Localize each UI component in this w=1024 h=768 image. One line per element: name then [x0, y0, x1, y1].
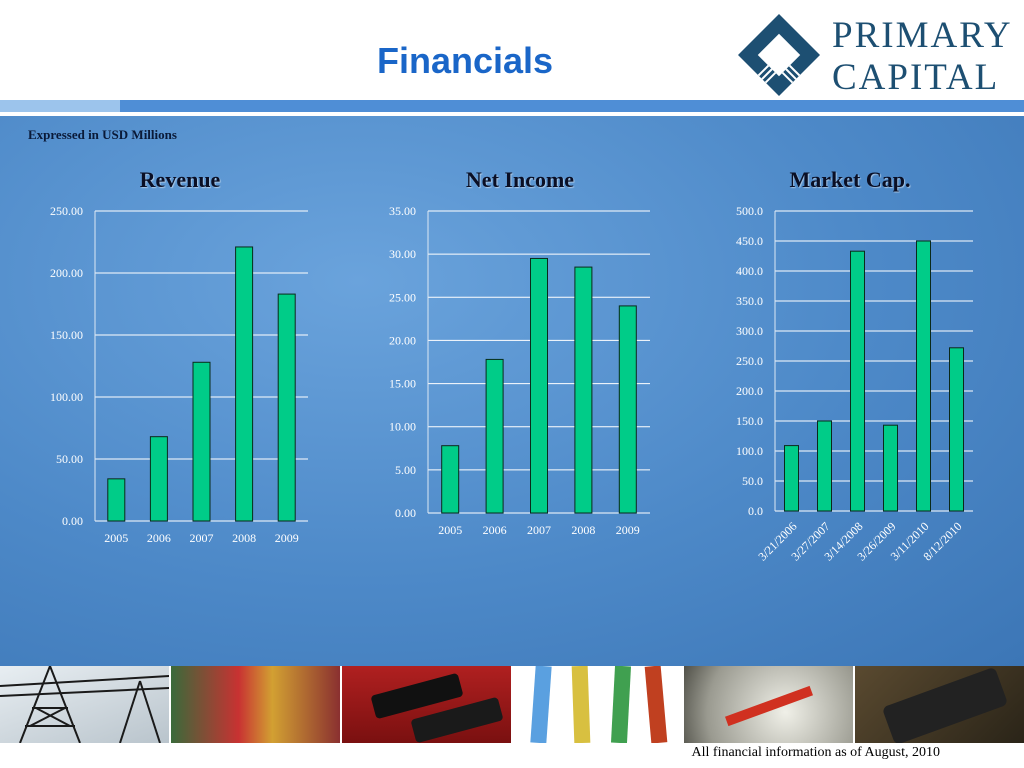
market-cap-y-tick-label: 100.0	[736, 444, 763, 458]
revenue-chart-title: Revenue	[139, 167, 221, 192]
revenue-x-tick-label: 2005	[104, 531, 128, 545]
gauge-photo	[684, 666, 855, 743]
revenue-bar-2007	[192, 361, 211, 522]
net-income-x-tick-label: 2005	[438, 523, 462, 537]
revenue-y-tick-label: 200.00	[50, 266, 83, 280]
revenue-bar-2006	[149, 436, 168, 522]
net-income-x-tick-label: 2006	[483, 523, 507, 537]
net-income-bar-2006	[485, 358, 504, 514]
currency-note: Expressed in USD Millions	[28, 127, 177, 142]
revenue-y-tick-label: 0.00	[62, 514, 83, 528]
logo-line-2: CAPITAL	[832, 57, 1000, 98]
diamond-logo-icon	[737, 13, 821, 97]
market-cap-y-tick-label: 0.0	[748, 504, 763, 518]
market-cap-y-tick-label: 450.0	[736, 234, 763, 248]
page-title: Financials	[376, 40, 554, 81]
photo-strip	[0, 666, 1024, 743]
header-divider	[0, 100, 1024, 112]
market-cap-y-tick-label: 250.0	[736, 354, 763, 368]
connector-photo	[342, 666, 513, 743]
revenue-x-tick-label: 2007	[190, 531, 214, 545]
net-income-y-tick-label: 35.00	[389, 204, 416, 218]
market-cap-y-tick-label: 400.0	[736, 264, 763, 278]
market-cap-y-tick-label: 500.0	[736, 204, 763, 218]
revenue-x-tick-label: 2006	[147, 531, 171, 545]
net-income-y-tick-label: 30.00	[389, 247, 416, 261]
revenue-y-tick-label: 50.00	[56, 452, 83, 466]
net-income-y-tick-label: 5.00	[395, 463, 416, 477]
net-income-bar-2007	[530, 257, 548, 514]
revenue-x-tick-label: 2009	[275, 531, 299, 545]
net-income-y-tick-label: 25.00	[389, 290, 416, 304]
revenue-bar-2005	[107, 478, 126, 522]
market-cap-chart-title: Market Cap.	[789, 167, 911, 192]
market-cap-chart: 0.0 50.0 100.0 150.0 200.0 250.0 300.0 350.0 400…	[736, 204, 973, 564]
market-cap-y-tick-label: 200.0	[736, 384, 763, 398]
net-income-bar-2008	[574, 266, 593, 514]
revenue-bar-2009	[277, 293, 296, 522]
market-cap-bar-8/12/2010	[949, 347, 964, 512]
market-cap-bar-3/14/2008	[850, 250, 865, 512]
market-cap-y-tick-label: 150.0	[736, 414, 763, 428]
header-divider-accent	[0, 100, 120, 112]
power-line-tower-photo	[0, 666, 171, 743]
market-cap-y-tick-label: 350.0	[736, 294, 763, 308]
net-income-x-tick-label: 2008	[571, 523, 595, 537]
revenue-bar-2008	[235, 246, 254, 522]
cable-bundle-photo	[171, 666, 342, 743]
net-income-bar-2005	[441, 445, 460, 514]
revenue-x-tick-label: 2008	[232, 531, 256, 545]
market-cap-bar-3/26/2009	[883, 424, 898, 512]
net-income-y-tick-label: 10.00	[389, 420, 416, 434]
company-logo: PRIMARY CAPITAL	[732, 6, 1014, 102]
revenue-chart: 0.00 50.00 100.00 150.00 200.00 250.00 2005 200…	[50, 204, 308, 545]
net-income-y-tick-label: 15.00	[389, 377, 416, 391]
market-cap-bar-3/27/2007	[817, 420, 832, 512]
net-income-x-tick-label: 2007	[527, 523, 551, 537]
control-panel-photo	[855, 666, 1024, 743]
net-income-y-tick-label: 0.00	[395, 506, 416, 520]
market-cap-bar-3/11/2010	[916, 240, 931, 512]
footer-note: All financial information as of August, …	[691, 745, 940, 760]
net-income-bar-2009	[618, 305, 637, 514]
net-income-y-tick-label: 20.00	[389, 333, 416, 347]
market-cap-y-tick-label: 300.0	[736, 324, 763, 338]
market-cap-bar-3/21/2006	[784, 445, 799, 512]
net-income-chart: 0.00 5.00 10.00 15.00 20.00 25.00 30.00 35.00 20…	[389, 204, 650, 537]
logo-line-1: PRIMARY	[832, 15, 1013, 56]
revenue-y-tick-label: 250.00	[50, 204, 83, 218]
market-cap-y-tick-label: 50.0	[742, 474, 763, 488]
revenue-y-tick-label: 150.00	[50, 328, 83, 342]
revenue-y-tick-label: 100.00	[50, 390, 83, 404]
net-income-chart-title: Net Income	[465, 167, 575, 192]
net-income-x-tick-label: 2009	[616, 523, 640, 537]
wires-photo	[513, 666, 684, 743]
